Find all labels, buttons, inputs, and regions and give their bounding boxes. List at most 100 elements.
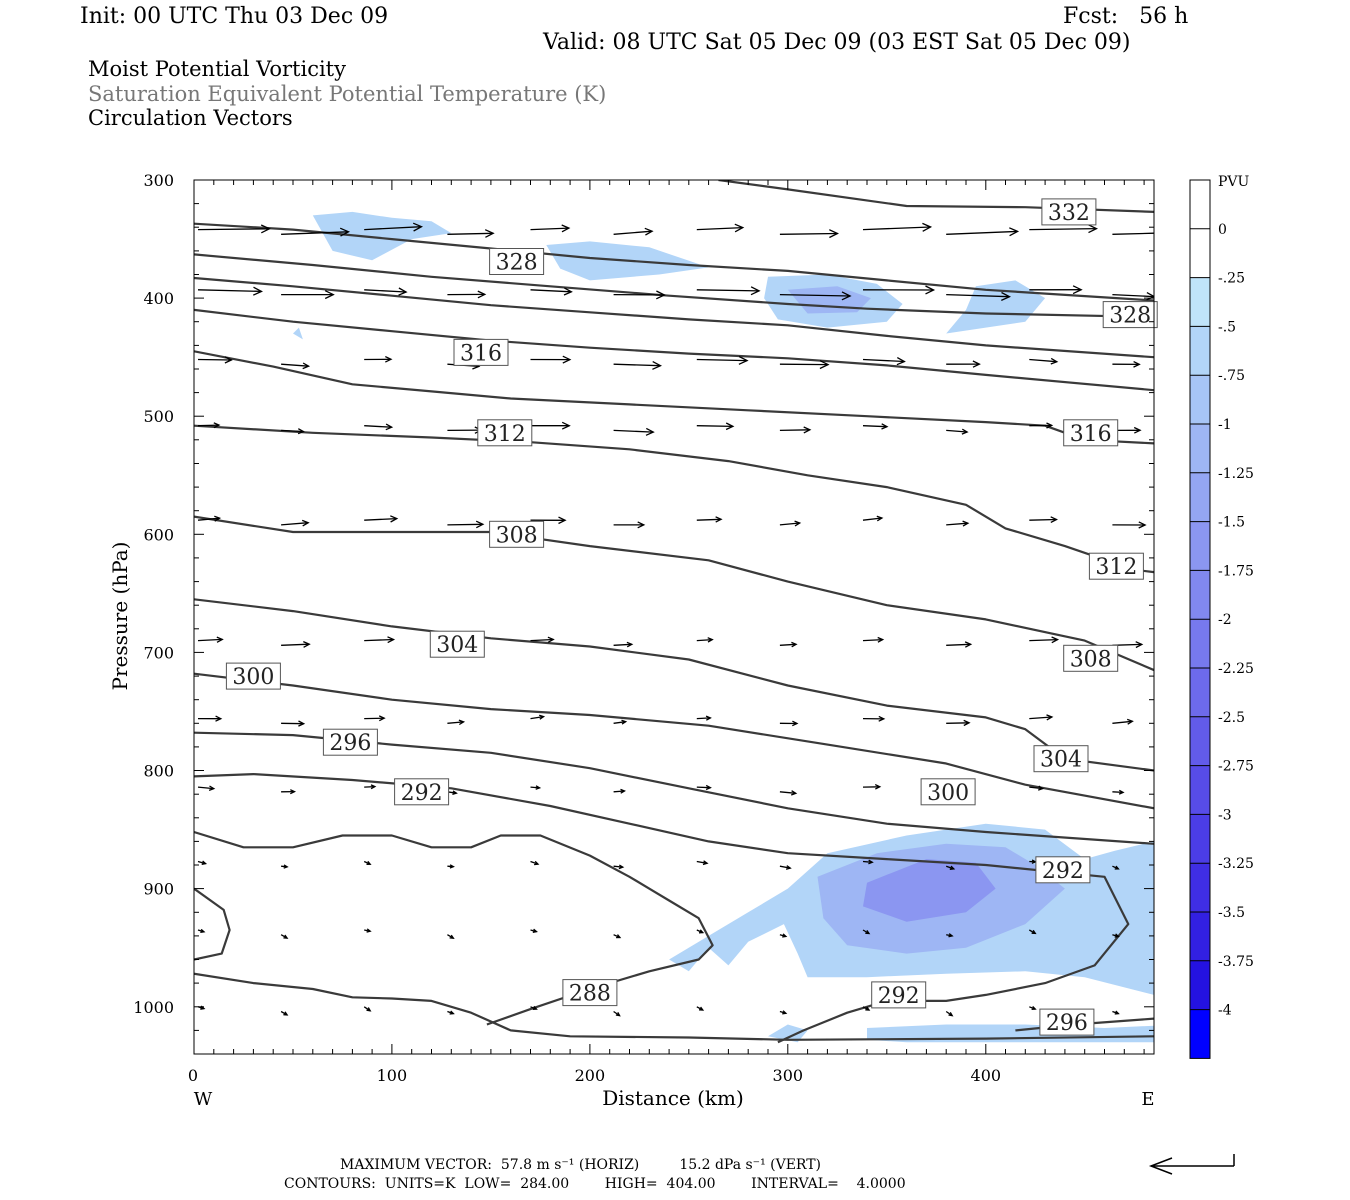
colorbar-label: -2.5 <box>1218 710 1245 726</box>
circulation-vector <box>364 784 377 790</box>
circulation-vector <box>613 864 625 870</box>
circulation-vector <box>613 788 626 794</box>
vector-head <box>1114 933 1120 938</box>
colorbar-swatch <box>1190 1009 1210 1059</box>
colorbar-label: -1 <box>1218 417 1232 433</box>
circulation-vector <box>1112 933 1120 938</box>
contour-label-text: 312 <box>1095 555 1137 580</box>
circulation-vector <box>862 784 882 790</box>
circulation-vector <box>281 227 351 237</box>
vector-head <box>785 865 792 870</box>
vector-shaft <box>281 231 349 235</box>
contour-info-note: CONTOURS: UNITS=K LOW= 284.00 HIGH= 404.… <box>284 1176 906 1192</box>
contour-label-text: 292 <box>401 781 443 806</box>
circulation-vector <box>197 715 223 722</box>
vector-head <box>948 933 954 938</box>
colorbar-swatch <box>1190 424 1210 473</box>
vector-head <box>620 788 626 794</box>
vector-head <box>558 516 567 525</box>
vector-head <box>298 720 306 727</box>
contour-label-text: 292 <box>878 984 920 1009</box>
circulation-vector <box>696 286 761 296</box>
pv-shading-layer <box>293 211 1154 1043</box>
vector-head <box>484 229 495 238</box>
vector-shaft <box>779 293 851 297</box>
circulation-vector <box>364 636 396 644</box>
circulation-vector <box>530 785 542 790</box>
circulation-vector <box>530 355 572 364</box>
vector-head <box>253 286 263 296</box>
circulation-vector-layer <box>197 222 1154 1017</box>
contour-label-box <box>920 778 976 806</box>
vector-shaft <box>447 523 483 526</box>
circulation-vector <box>779 426 812 434</box>
circulation-vector <box>447 520 485 529</box>
vector-shaft <box>1029 358 1057 363</box>
vector-head <box>303 641 311 648</box>
vector-shaft <box>447 721 464 724</box>
pv-region-9 <box>768 1024 808 1043</box>
vector-head <box>387 636 396 644</box>
theta-contour-324-3 <box>194 276 1154 359</box>
vector-head <box>1114 1010 1120 1015</box>
contour-label-text: 296 <box>1046 1011 1088 1036</box>
circulation-vector <box>862 636 885 643</box>
vector-head <box>865 1006 871 1011</box>
vector-shaft <box>696 786 711 789</box>
contour-label-box <box>322 728 378 756</box>
contour-label-box <box>1039 1008 1095 1036</box>
colorbar-swatch <box>1190 668 1210 717</box>
circulation-vector <box>197 636 224 643</box>
circulation-vector <box>779 291 852 301</box>
vector-head <box>962 520 970 527</box>
vector-head <box>656 290 666 300</box>
colorbar-swatch <box>1190 375 1210 424</box>
circulation-vector <box>696 715 712 721</box>
circulation-vector <box>197 785 216 792</box>
colorbar-label: -3.25 <box>1218 856 1254 872</box>
circulation-vector <box>197 286 263 296</box>
circulation-vector <box>862 715 886 722</box>
circulation-vector <box>364 287 408 296</box>
circulation-vector <box>197 515 222 522</box>
vector-head <box>1037 785 1045 791</box>
circulation-vector <box>696 516 723 523</box>
vector-head <box>896 357 906 366</box>
contour-label-box <box>1033 745 1089 773</box>
contour-label-box <box>225 662 281 690</box>
vector-head <box>201 860 208 865</box>
vector-head <box>1118 789 1125 795</box>
vector-shaft <box>946 230 1018 235</box>
circulation-vector <box>364 423 394 431</box>
vector-head <box>972 360 981 368</box>
vector-head <box>734 223 745 233</box>
circulation-vector <box>862 285 936 295</box>
vector-head <box>535 785 542 790</box>
circulation-vector <box>779 865 792 870</box>
vector-shaft <box>613 643 632 646</box>
vector-shaft <box>613 721 626 724</box>
colorbar-label: -3.5 <box>1218 905 1245 921</box>
vector-head <box>1072 285 1083 295</box>
circulation-vector <box>946 227 1020 237</box>
max-vector-note: MAXIMUM VECTOR: 57.8 m s⁻¹ (HORIZ) 15.2 … <box>340 1157 822 1173</box>
contour-label-box <box>1041 198 1097 226</box>
colorbar-swatch <box>1190 472 1210 522</box>
circulation-vector <box>696 637 714 643</box>
circulation-vector <box>530 224 571 233</box>
contour-label-text: 316 <box>1070 422 1112 447</box>
vector-head <box>794 520 802 527</box>
circulation-vector <box>696 860 709 866</box>
vector-head <box>876 515 884 522</box>
vector-shaft <box>946 293 1010 298</box>
colorbar-swatch <box>1190 228 1210 278</box>
colorbar-swatch <box>1190 180 1210 229</box>
vector-head <box>297 428 305 435</box>
vector-head <box>1001 291 1011 301</box>
vector-head <box>208 785 216 792</box>
circulation-vector <box>447 934 455 939</box>
circulation-vector <box>862 1006 871 1011</box>
vector-head <box>881 423 889 430</box>
circulation-vector <box>1029 224 1098 234</box>
circulation-vector <box>1029 422 1054 429</box>
